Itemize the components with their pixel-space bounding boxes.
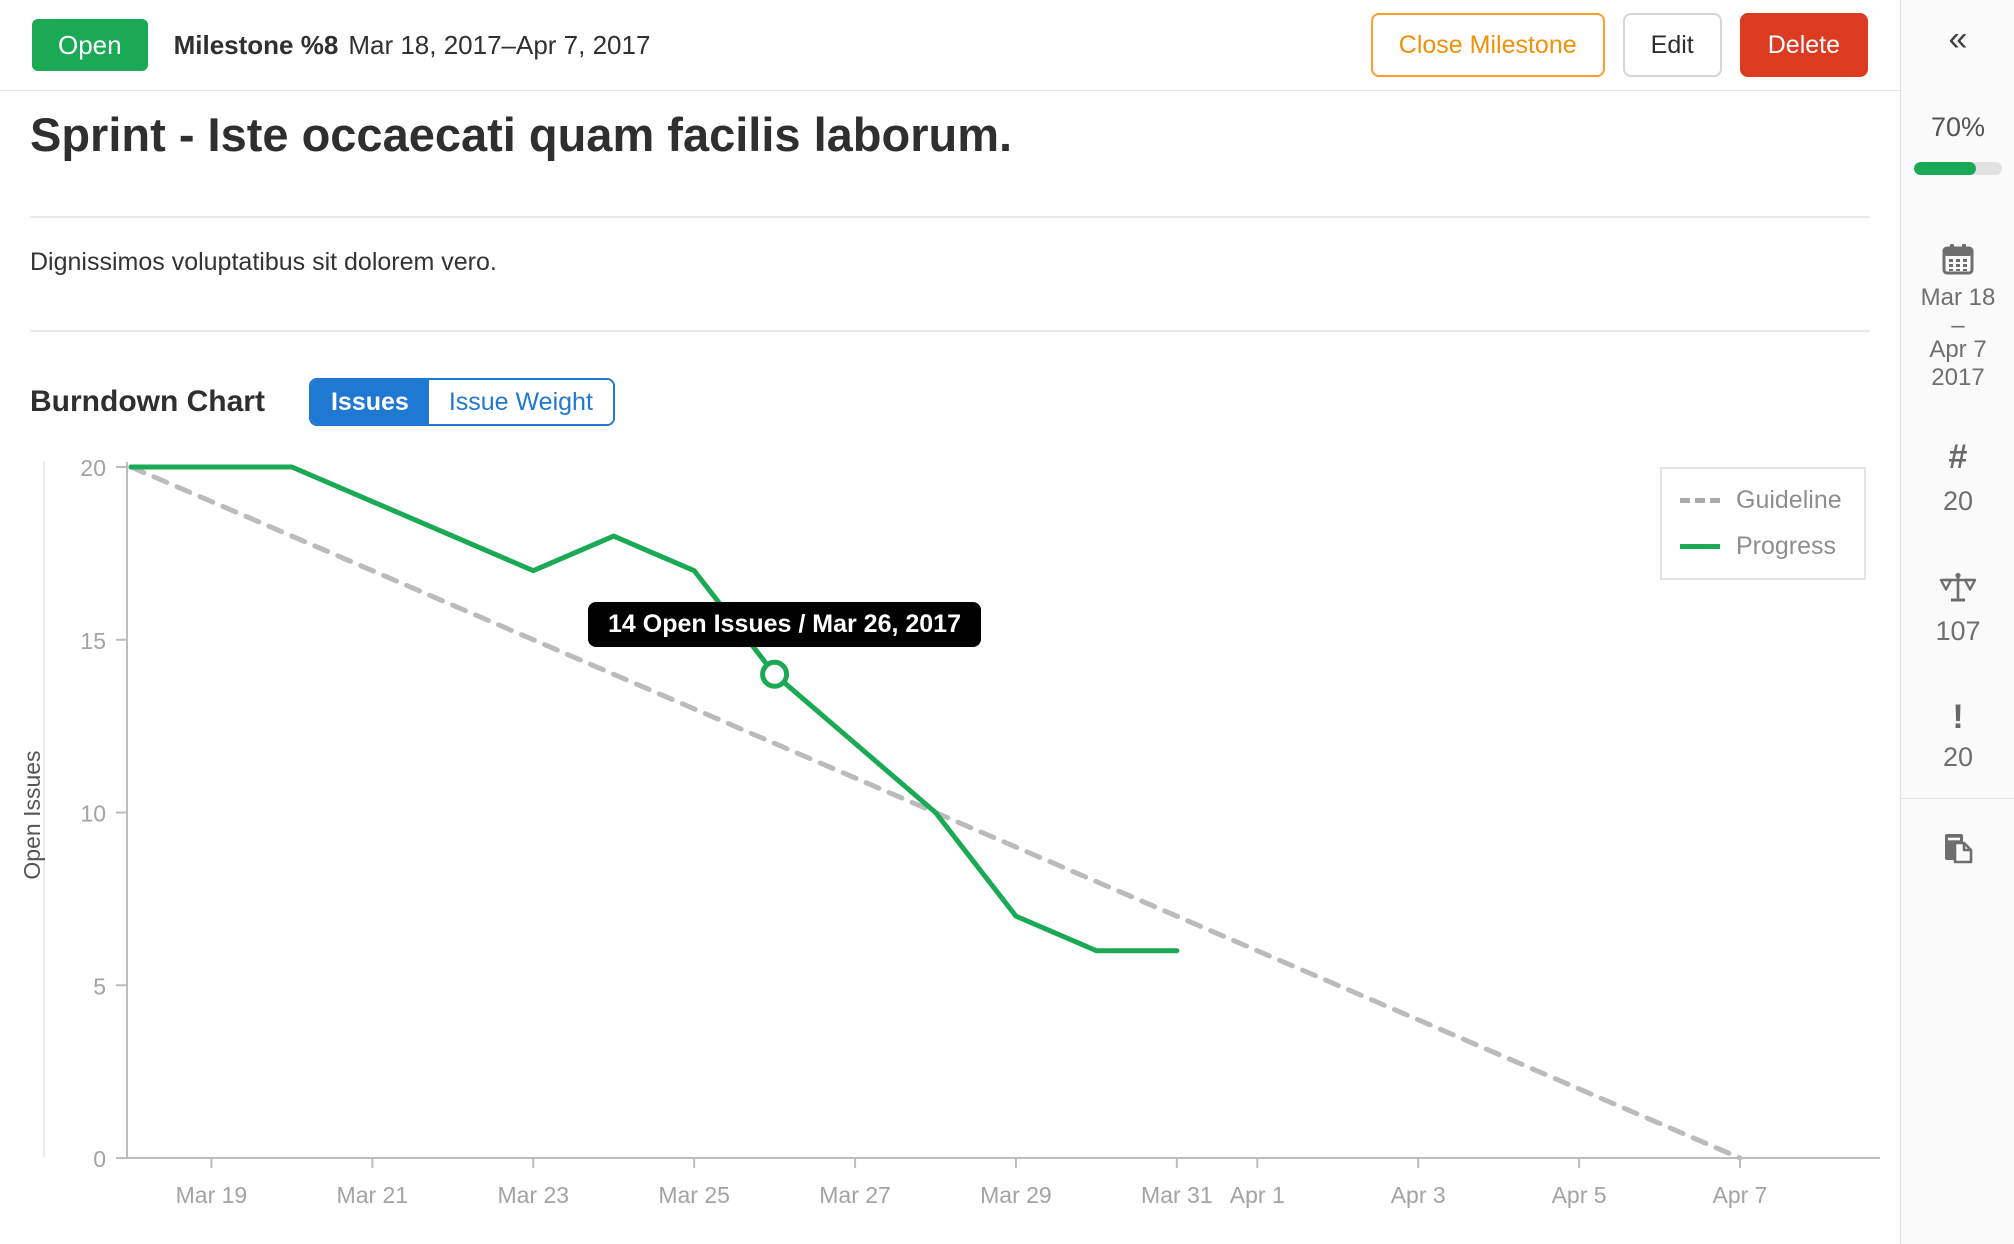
divider xyxy=(30,216,1870,219)
sidebar-start-date: Mar 18 xyxy=(1920,284,1996,311)
sidebar-issues-count: 20 xyxy=(1942,486,1974,516)
completion-progress-fill xyxy=(1914,162,1976,175)
chart-legend: Guideline Progress xyxy=(1660,467,1866,580)
burndown-header-row: Burndown Chart Issues Issue Weight xyxy=(30,378,1870,427)
main-content: Sprint - Iste occaecati quam facilis lab… xyxy=(0,92,1900,427)
x-tick-label: Mar 23 xyxy=(497,1182,569,1208)
legend-guideline-label: Guideline xyxy=(1736,486,1842,514)
sidebar-date-year: 2017 xyxy=(1931,364,1985,391)
sidebar-merge-requests-count: 20 xyxy=(1942,742,1974,772)
x-tick-label: Mar 19 xyxy=(176,1182,248,1208)
x-tick-label: Apr 1 xyxy=(1230,1182,1285,1208)
toggle-issue-weight[interactable]: Issue Weight xyxy=(428,380,613,425)
y-tick-label: 20 xyxy=(80,455,106,481)
y-tick-label: 15 xyxy=(80,628,106,654)
guideline-sample-icon xyxy=(1680,498,1720,503)
sidebar-total-weight: 107 xyxy=(1935,616,1981,646)
milestone-header: Open Milestone %8 Mar 18, 2017–Apr 7, 201… xyxy=(0,0,1900,91)
burndown-chart: 0 5 10 15 20 Mar 19 Mar 21 Mar 23 Mar 25 Mar 27 Ma… xyxy=(0,440,1900,1244)
header-actions: Close Milestone Edit Delete xyxy=(1370,13,1868,77)
burndown-chart-title: Burndown Chart xyxy=(30,385,265,419)
x-tick-label: Mar 29 xyxy=(980,1182,1052,1208)
legend-progress-label: Progress xyxy=(1736,532,1837,560)
sidebar-collapse-button[interactable]: « xyxy=(1948,20,1968,58)
copy-reference-icon[interactable] xyxy=(1901,830,2014,868)
chart-tooltip: 14 Open Issues / Mar 26, 2017 xyxy=(588,602,981,647)
toggle-issues[interactable]: Issues xyxy=(310,380,429,425)
milestone-title-bar: Milestone %8 Mar 18, 2017–Apr 7, 2017 xyxy=(174,30,651,61)
page-title: Sprint - Iste occaecati quam facilis lab… xyxy=(30,108,1013,161)
legend-guideline: Guideline xyxy=(1680,486,1846,515)
legend-progress: Progress xyxy=(1680,532,1846,561)
progress-sample-icon xyxy=(1680,544,1720,549)
calendar-icon xyxy=(1901,242,2014,276)
y-tick-label: 5 xyxy=(93,973,106,999)
edit-button[interactable]: Edit xyxy=(1622,13,1722,77)
milestone-sidebar: « 70% Mar 18 – Apr 7 2017 # 20 xyxy=(1900,0,2014,1244)
hash-icon: # xyxy=(1948,438,1968,476)
y-tick-label: 10 xyxy=(80,801,106,827)
sidebar-divider xyxy=(1901,798,2014,799)
burndown-chart-canvas[interactable]: 0 5 10 15 20 Mar 19 Mar 21 Mar 23 Mar 25 Mar 27 Ma… xyxy=(0,440,1900,1244)
sidebar-date-separator: – xyxy=(1951,312,1965,339)
divider xyxy=(30,330,1870,333)
delete-button[interactable]: Delete xyxy=(1739,13,1868,77)
milestone-name: Milestone %8 xyxy=(173,29,339,60)
burndown-toggle-group: Issues Issue Weight xyxy=(308,378,615,427)
y-axis-label: Open Issues xyxy=(19,750,45,880)
progress-line xyxy=(128,464,1180,954)
milestone-date-range: Mar 18, 2017–Apr 7, 2017 xyxy=(348,29,651,60)
milestone-description: Dignissimos voluptatibus sit dolorem ver… xyxy=(30,248,497,277)
x-tick-label: Apr 7 xyxy=(1713,1182,1768,1208)
weight-scale-icon xyxy=(1901,572,2014,606)
x-tick-label: Apr 5 xyxy=(1552,1182,1607,1208)
x-tick-label: Apr 3 xyxy=(1391,1182,1446,1208)
completion-progress-bar xyxy=(1914,162,2002,175)
x-tick-label: Mar 31 xyxy=(1141,1182,1213,1208)
exclamation-icon: ! xyxy=(1952,698,1964,736)
sidebar-end-date: Apr 7 xyxy=(1929,336,1987,363)
x-tick-label: Mar 27 xyxy=(819,1182,891,1208)
completion-percent: 70% xyxy=(1930,112,1986,142)
highlighted-data-point[interactable] xyxy=(760,659,790,689)
x-tick-label: Mar 21 xyxy=(337,1182,409,1208)
close-milestone-button[interactable]: Close Milestone xyxy=(1370,13,1605,77)
x-tick-label: Mar 25 xyxy=(658,1182,730,1208)
status-badge: Open xyxy=(32,19,148,71)
y-tick-label: 0 xyxy=(93,1146,106,1172)
